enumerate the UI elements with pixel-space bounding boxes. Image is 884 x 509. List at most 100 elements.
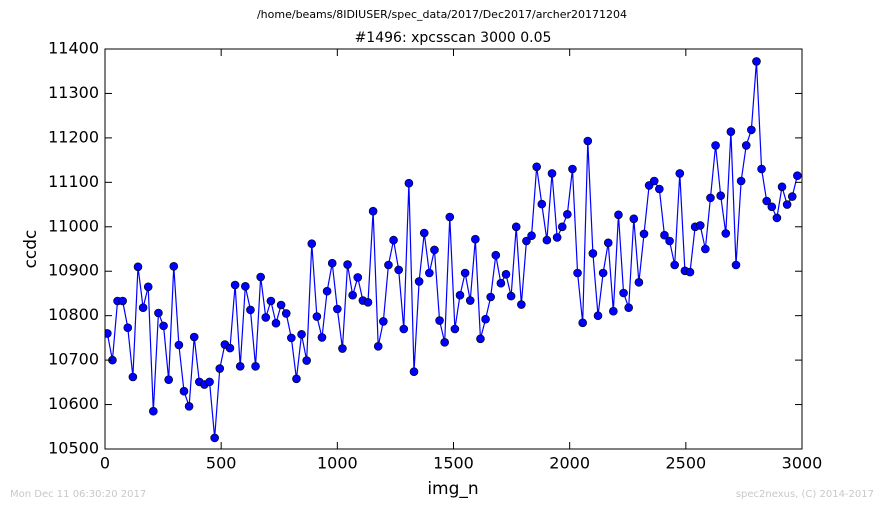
data-point [230,280,240,290]
data-point [573,268,582,278]
footer-right: spec2nexus, (C) 2014-2017 [736,489,874,500]
data-point [598,268,608,278]
data-point [425,268,434,278]
header: /home/beams/8IDIUSER/spec_data/2017/Dec2… [257,8,627,21]
data-point [455,290,465,300]
data-point [384,260,393,270]
data-point [471,234,480,244]
data-point [731,260,741,270]
data-point [726,127,736,136]
data-point [215,364,225,373]
data-point [379,317,388,326]
data-point [511,222,521,232]
data-point [476,334,485,344]
data-point [404,178,414,188]
data-point [695,221,705,230]
data-point [665,236,674,246]
data-point [588,249,598,258]
y-tick-label: 11300 [48,83,99,102]
data-point [312,312,322,321]
data-point [246,305,255,315]
data-point [225,343,235,353]
data-point [174,340,184,350]
data-point [634,278,644,287]
data-point [624,303,633,312]
data-point [322,286,332,296]
data-point [235,362,245,371]
data-point [578,318,587,328]
data-point [210,433,219,443]
data-point [614,210,623,220]
data-point [241,282,250,291]
footer-left: Mon Dec 11 06:30:20 2017 [10,489,146,500]
data-point [501,270,511,279]
data-point [777,182,787,192]
data-point [655,184,664,194]
data-point [292,374,301,384]
x-tick-label: 0 [100,454,110,473]
data-point [251,362,260,371]
data-point [179,386,189,396]
data-point [297,330,306,339]
data-point [338,344,347,353]
y-axis-label: ccdc [21,230,41,269]
data-point [287,333,296,343]
x-tick-label: 2500 [665,454,706,473]
plot-area [105,57,802,443]
x-tick-label: 1000 [317,454,358,473]
data-point [302,356,311,365]
x-tick-label: 500 [206,454,237,473]
data-point [568,164,577,174]
data-point [348,290,357,300]
data-point [353,273,363,282]
data-line [106,61,798,438]
data-point [266,296,276,306]
data-point [537,199,547,209]
data-point [409,367,419,376]
data-point [118,296,127,306]
data-point [603,238,613,248]
data-point [741,141,751,150]
x-tick-label: 2000 [549,454,590,473]
data-point [517,300,526,309]
data-point [256,272,265,282]
chart-title: #1496: xpcsscan 3000 0.05 [355,30,552,46]
data-point [450,324,460,334]
y-tick-label: 10700 [48,350,99,369]
data-point [496,278,506,288]
data-point [105,329,112,338]
data-point [159,321,168,331]
data-point [481,314,490,324]
data-point [363,298,373,307]
data-point [552,233,562,242]
y-tick-label: 11200 [48,127,99,146]
data-point [706,193,715,203]
data-point [143,282,153,292]
data-point [271,318,281,328]
data-point [787,192,797,201]
plot-frame [104,48,803,450]
data-point [123,323,133,332]
y-tick-label: 11000 [48,216,99,235]
data-point [164,375,173,384]
x-tick-label: 3000 [782,454,823,473]
data-point [767,202,777,212]
data-point [394,265,403,275]
data-point [793,171,802,180]
data-point [527,231,536,240]
data-point [685,267,695,277]
data-point [522,236,531,246]
data-point [169,262,179,271]
data-point [716,191,725,200]
data-point [547,169,557,178]
data-point [721,229,731,238]
data-point [430,245,439,255]
y-tick-label: 10900 [48,261,99,280]
y-tick-label: 10600 [48,394,99,413]
data-point [138,303,148,312]
data-point [772,213,782,223]
data-point [583,136,593,146]
data-point [419,228,429,238]
data-point [373,342,383,351]
